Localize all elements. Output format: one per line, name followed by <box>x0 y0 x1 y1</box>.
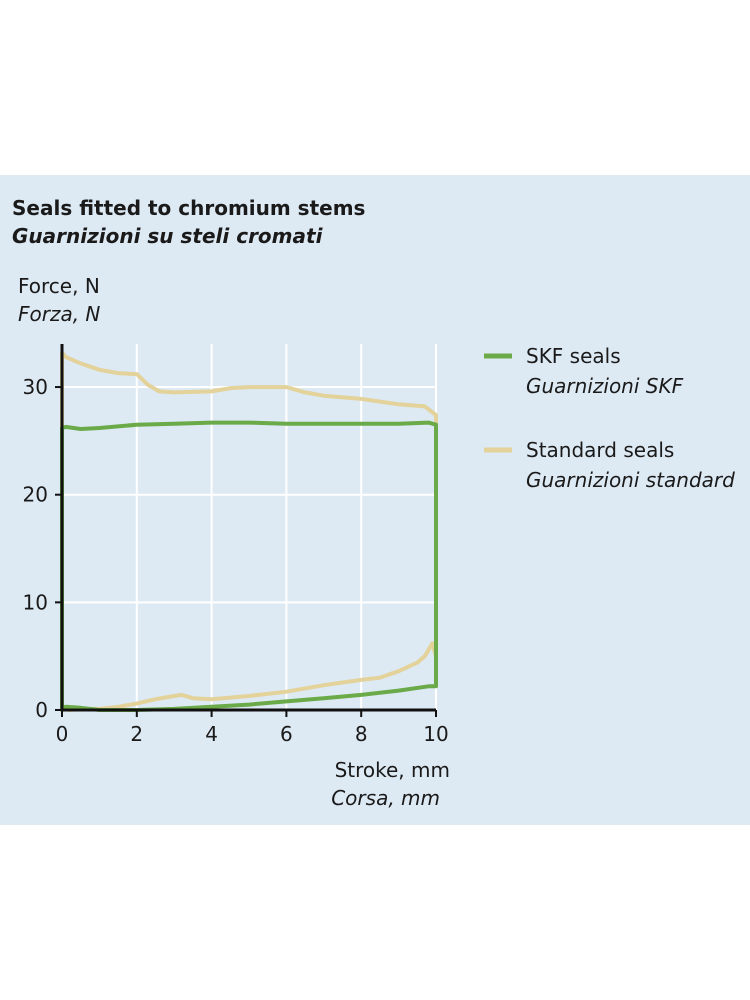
chart-svg: Seals fitted to chromium stems Guarnizio… <box>12 196 735 810</box>
x-tick-label-1: 2 <box>130 722 143 746</box>
chart-title: Seals fitted to chromium stems <box>12 196 365 220</box>
axes <box>55 344 437 717</box>
x-tick-label-3: 6 <box>280 722 293 746</box>
legend-label-standard: Standard seals <box>526 438 674 462</box>
y-axis-label-italian: Forza, N <box>18 302 100 326</box>
x-tick-label-0: 0 <box>56 722 69 746</box>
series-line-standard <box>60 350 438 712</box>
chart-subtitle: Guarnizioni su steli cromati <box>12 224 324 248</box>
x-axis-label: Stroke, mm <box>335 758 450 782</box>
legend: SKF seals Guarnizioni SKF Standard seals… <box>484 344 735 492</box>
x-tick-label-4: 8 <box>355 722 368 746</box>
legend-label-standard-italian: Guarnizioni standard <box>526 468 735 492</box>
legend-label-skf: SKF seals <box>526 344 621 368</box>
grid-lines <box>62 344 437 710</box>
legend-label-skf-italian: Guarnizioni SKF <box>526 374 684 398</box>
x-tick-label-5: 10 <box>423 722 448 746</box>
y-tick-label-3: 30 <box>23 375 48 399</box>
tick-labels: 0 2 4 6 8 10 0 10 20 30 <box>23 375 449 746</box>
chart-panel: Seals fitted to chromium stems Guarnizio… <box>0 175 750 825</box>
series-line-skf <box>60 420 438 712</box>
y-tick-label-1: 10 <box>23 590 48 614</box>
y-tick-label-2: 20 <box>23 483 48 507</box>
x-tick-label-2: 4 <box>205 722 218 746</box>
y-tick-label-0: 0 <box>35 698 48 722</box>
x-axis-label-italian: Corsa, mm <box>331 786 440 810</box>
series-lines <box>60 350 438 712</box>
y-axis-label: Force, N <box>18 274 100 298</box>
